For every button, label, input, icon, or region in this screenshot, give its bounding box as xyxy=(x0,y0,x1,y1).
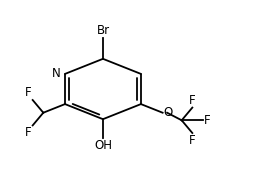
Text: F: F xyxy=(25,86,31,99)
Text: N: N xyxy=(52,67,60,80)
Text: F: F xyxy=(204,114,211,127)
Text: OH: OH xyxy=(94,139,112,152)
Text: F: F xyxy=(189,94,196,107)
Text: F: F xyxy=(25,126,31,139)
Text: Br: Br xyxy=(97,24,110,37)
Text: O: O xyxy=(164,106,173,119)
Text: F: F xyxy=(189,134,196,147)
